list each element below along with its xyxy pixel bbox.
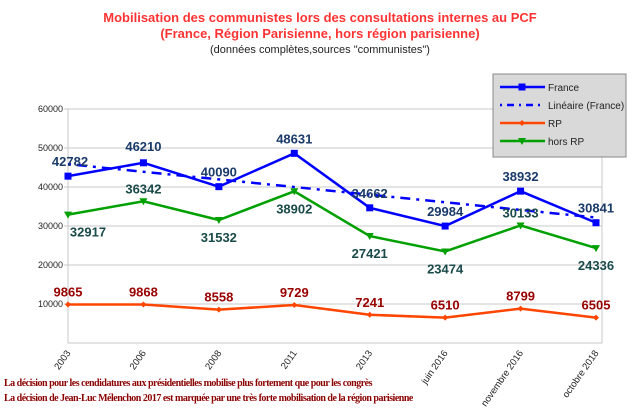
data-label: 29984 bbox=[427, 204, 464, 219]
data-label: 30133 bbox=[502, 205, 538, 220]
data-label: 23474 bbox=[427, 261, 464, 276]
x-tick-label: juin 2016 bbox=[419, 348, 451, 387]
marker-diamond bbox=[140, 301, 147, 308]
marker-triangle bbox=[441, 248, 450, 256]
marker-triangle bbox=[365, 233, 374, 241]
chart-subtitle: (données complètes,sources "communistes"… bbox=[210, 44, 430, 56]
marker-square bbox=[290, 149, 298, 157]
data-label: 48631 bbox=[276, 131, 312, 146]
data-label: 46210 bbox=[125, 139, 161, 154]
marker-diamond bbox=[291, 302, 298, 309]
data-label: 9865 bbox=[54, 285, 83, 300]
marker-diamond bbox=[593, 314, 599, 321]
marker-diamond bbox=[366, 311, 373, 318]
data-label: 8799 bbox=[506, 289, 535, 304]
marker-triangle bbox=[592, 245, 600, 253]
marker-square bbox=[215, 183, 223, 191]
data-label: 36342 bbox=[125, 181, 161, 196]
data-label: 32917 bbox=[70, 225, 106, 240]
data-label: 8558 bbox=[204, 290, 233, 305]
x-tick-label: 2011 bbox=[279, 348, 300, 371]
y-tick-label: 60000 bbox=[38, 104, 63, 114]
x-tick-label: 2008 bbox=[203, 348, 224, 372]
chart-title: Mobilisation des communistes lors des co… bbox=[103, 10, 537, 25]
note-2: La décision de Jean-Luc Mélenchon 2017 e… bbox=[4, 393, 413, 404]
data-label: 9868 bbox=[129, 285, 158, 300]
x-tick-label: 2006 bbox=[128, 348, 149, 372]
marker-square bbox=[366, 204, 374, 212]
marker-triangle bbox=[214, 217, 223, 225]
data-label: 30841 bbox=[578, 201, 614, 216]
legend-label: France bbox=[548, 83, 580, 94]
marker-square bbox=[139, 159, 147, 167]
x-tick-label: 2003 bbox=[52, 348, 73, 372]
marker-triangle bbox=[64, 211, 72, 219]
marker-square bbox=[64, 172, 72, 180]
data-label: 38932 bbox=[502, 169, 538, 184]
marker-square bbox=[441, 222, 449, 230]
data-label: 42782 bbox=[52, 154, 88, 169]
series-line-rp bbox=[67, 303, 597, 319]
legend-label: Linéaire (France) bbox=[548, 101, 624, 112]
y-tick-label: 40000 bbox=[38, 182, 63, 192]
marker-triangle bbox=[518, 138, 526, 145]
marker-diamond bbox=[517, 305, 524, 312]
marker-diamond bbox=[215, 306, 222, 313]
data-label: 31532 bbox=[201, 230, 237, 245]
series-line-france bbox=[67, 151, 597, 228]
marker-diamond bbox=[519, 120, 525, 126]
y-tick-label: 20000 bbox=[38, 260, 63, 270]
data-label: 34662 bbox=[352, 186, 388, 201]
trendline bbox=[67, 162, 597, 219]
chart-title-line2: (France, Région Parisienne, hors région … bbox=[160, 26, 480, 41]
plot-border bbox=[67, 108, 603, 344]
marker-diamond bbox=[442, 314, 449, 321]
x-tick-label: 2013 bbox=[354, 348, 375, 372]
data-label: 7241 bbox=[355, 295, 384, 310]
y-tick-label: 30000 bbox=[38, 221, 63, 231]
data-label: 27421 bbox=[352, 246, 388, 261]
marker-square bbox=[518, 83, 526, 91]
series-line-hors-rp bbox=[67, 189, 597, 253]
legend-label: RP bbox=[548, 119, 562, 130]
data-label: 40090 bbox=[201, 165, 237, 180]
marker-diamond bbox=[65, 301, 71, 308]
data-label: 24336 bbox=[578, 258, 614, 273]
x-tick-label: octobre 2018 bbox=[561, 348, 602, 400]
marker-square bbox=[517, 187, 525, 195]
data-label: 9729 bbox=[280, 285, 309, 300]
y-tick-label: 10000 bbox=[38, 299, 63, 309]
marker-triangle bbox=[139, 198, 148, 206]
note-1: La décision pour les cendidatures aux pr… bbox=[4, 378, 372, 389]
x-tick-label: novembre 2016 bbox=[479, 348, 526, 408]
data-label: 6505 bbox=[582, 298, 611, 313]
legend-label: hors RP bbox=[548, 137, 584, 148]
marker-triangle bbox=[290, 188, 299, 196]
data-label: 38902 bbox=[276, 201, 312, 216]
marker-triangle bbox=[516, 222, 525, 230]
data-label: 6510 bbox=[431, 298, 460, 313]
y-tick-label: 50000 bbox=[38, 143, 63, 153]
marker-square bbox=[592, 219, 600, 227]
